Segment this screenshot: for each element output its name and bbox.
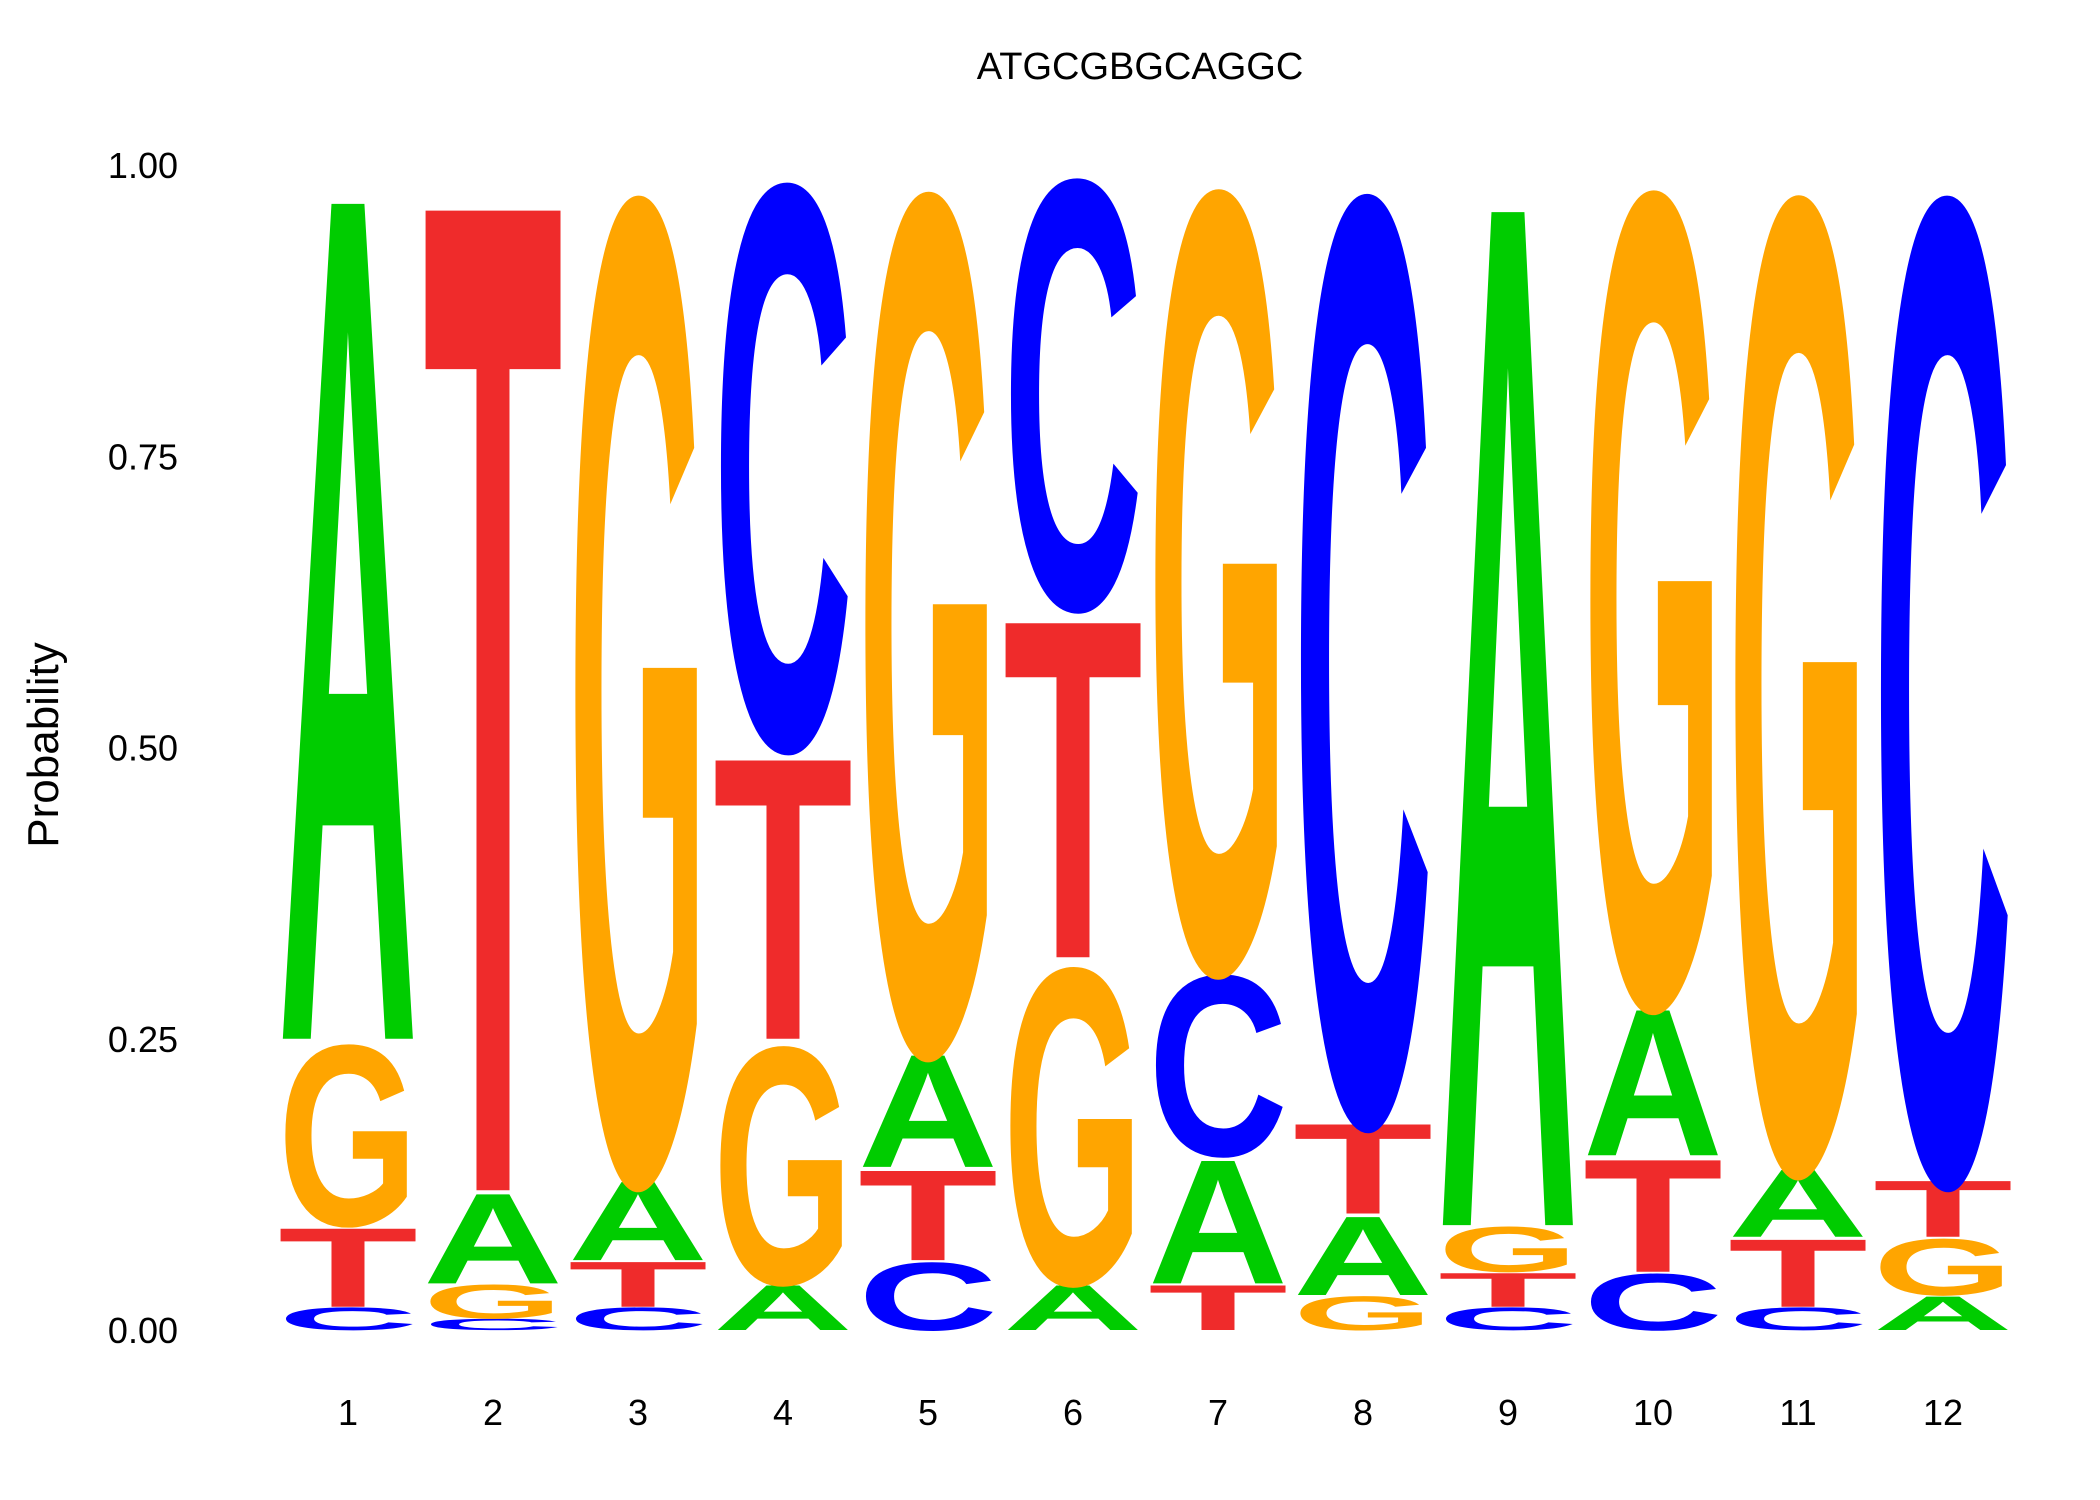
y-tick-label: 0.00 <box>108 1310 178 1351</box>
logo-letter-t: T <box>1873 1164 2013 1254</box>
logo-letter-t: T <box>278 1205 418 1332</box>
logo-letter-g: G <box>1438 1213 1578 1285</box>
logo-letter-c: C <box>1293 0 1433 1402</box>
logo-letter-g: G <box>1873 1222 2013 1312</box>
logo-letter-c: C <box>278 1301 418 1337</box>
logo-letter-t: T <box>1148 1272 1288 1344</box>
x-tick-label: 8 <box>1353 1392 1373 1433</box>
x-tick-label: 12 <box>1923 1392 1963 1433</box>
logo-letter-t: T <box>1003 519 1143 1061</box>
logo-letter-a: A <box>1583 965 1723 1200</box>
logo-letter-t: T <box>1728 1220 1868 1328</box>
logo-letter-c: C <box>1583 1258 1723 1348</box>
logo-letter-g: G <box>1583 0 1723 1251</box>
logo-letter-t: T <box>858 1144 998 1288</box>
logo-letter-t: T <box>1438 1263 1578 1317</box>
x-tick-label: 11 <box>1779 1392 1816 1433</box>
logo-letter-g: G <box>1148 0 1288 1206</box>
logo-letter-c: C <box>1438 1301 1578 1337</box>
logo-letter-g: G <box>568 0 708 1477</box>
y-axis-label: Probability <box>19 642 68 847</box>
x-tick-label: 9 <box>1498 1392 1518 1433</box>
y-axis-ticks: 0.00 0.25 0.50 0.75 1.00 <box>108 145 178 1351</box>
x-tick-label: 5 <box>918 1392 938 1433</box>
logo-letter-t: T <box>423 0 563 1493</box>
logo-letter-t: T <box>1583 1126 1723 1307</box>
y-tick-label: 0.50 <box>108 728 178 769</box>
logo-letter-a: A <box>278 0 418 1297</box>
logo-letter-a: A <box>423 1166 563 1311</box>
logo-letter-g: G <box>713 976 853 1356</box>
x-tick-label: 2 <box>483 1392 503 1433</box>
logo-letter-g: G <box>278 992 418 1281</box>
x-tick-label: 6 <box>1063 1392 1083 1433</box>
y-tick-label: 0.25 <box>108 1019 178 1060</box>
logo-letter-c: C <box>1873 0 2013 1477</box>
chart-title: ATGCGBGCAGGC <box>977 46 1304 88</box>
logo-letter-t: T <box>713 672 853 1125</box>
logo-letter-a: A <box>1873 1286 2013 1340</box>
logo-letter-c: C <box>1003 51 1143 739</box>
logo-letter-g: G <box>1728 0 1868 1463</box>
logo-letter-c: C <box>1728 1301 1868 1337</box>
logo-letter-a: A <box>1293 1192 1433 1319</box>
logo-letter-c: C <box>568 1301 708 1337</box>
x-tick-label: 1 <box>338 1392 358 1433</box>
logo-letter-g: G <box>423 1275 563 1329</box>
x-tick-label: 10 <box>1633 1392 1673 1433</box>
logo-letter-a: A <box>858 1020 998 1201</box>
x-axis-ticks: 1 2 3 4 5 6 7 8 9 10 11 12 <box>338 1392 1963 1433</box>
x-tick-label: 7 <box>1208 1392 1228 1433</box>
logo-letter-g: G <box>858 0 998 1312</box>
logo-letter-t: T <box>1293 1097 1433 1241</box>
y-tick-label: 1.00 <box>108 145 178 186</box>
logo-letter-a: A <box>1003 1271 1143 1344</box>
logo-letter-a: A <box>1148 1124 1288 1322</box>
logo-letter-c: C <box>1148 922 1288 1211</box>
logo-letter-c: C <box>423 1315 563 1333</box>
x-tick-label: 4 <box>773 1392 793 1433</box>
x-tick-label: 3 <box>628 1392 648 1433</box>
logo-letter-g: G <box>1003 875 1143 1381</box>
logo-letter-c: C <box>713 14 853 919</box>
logo-letter-a: A <box>568 1157 708 1284</box>
logo-letter-g: G <box>1293 1286 1433 1340</box>
y-tick-label: 0.75 <box>108 436 178 477</box>
logo-letter-a: A <box>713 1271 853 1344</box>
logo-letter-t: T <box>568 1248 708 1320</box>
logo-letter-a: A <box>1728 1149 1868 1257</box>
logo-letter-a: A <box>1438 0 1578 1500</box>
logo-letter-c: C <box>858 1243 998 1351</box>
